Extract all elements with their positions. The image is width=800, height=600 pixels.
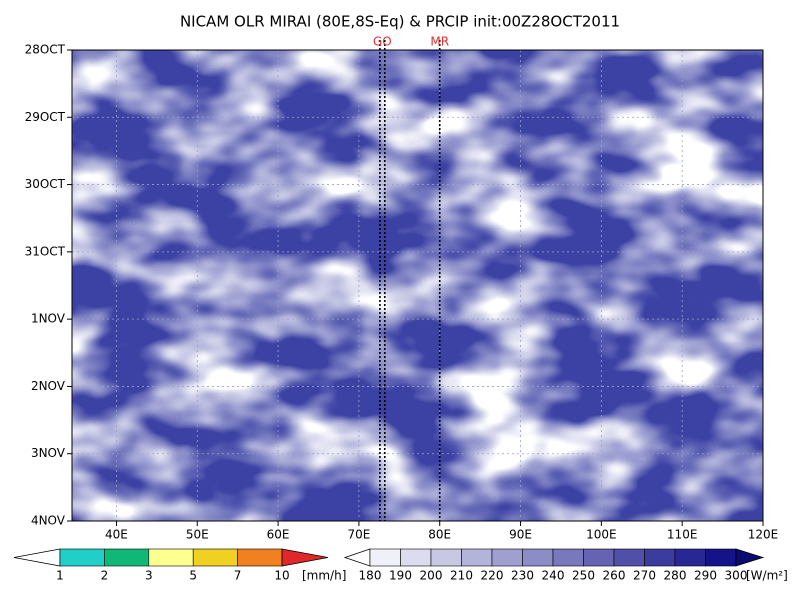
- colorbar-end: [281, 548, 329, 567]
- colorbar-label: 210: [450, 569, 473, 583]
- plot-frame: [71, 49, 764, 522]
- y-tick-label: 29OCT: [25, 110, 66, 124]
- y-tick-label: 31OCT: [25, 244, 66, 258]
- colorbar-label: 200: [420, 569, 443, 583]
- x-tick-label: 80E: [428, 528, 451, 542]
- colorbar-label: 240: [542, 569, 565, 583]
- x-tick-label: 60E: [267, 528, 290, 542]
- colorbar-box: [430, 548, 462, 567]
- x-tick-label: 100E: [586, 528, 617, 542]
- marker-label: GO: [373, 35, 392, 49]
- colorbar-box: [583, 548, 615, 567]
- y-tick-label: 1NOV: [31, 312, 66, 326]
- colorbar-box: [674, 548, 706, 567]
- colorbar-label: 250: [572, 569, 595, 583]
- colorbar-box: [522, 548, 554, 567]
- colorbar-label: 260: [603, 569, 626, 583]
- colorbar-box: [104, 548, 150, 567]
- colorbar-box: [644, 548, 676, 567]
- colorbar-end: [13, 548, 61, 567]
- colorbar-box: [148, 548, 194, 567]
- colorbar-box: [59, 548, 105, 567]
- colorbar-label: 280: [664, 569, 687, 583]
- y-tick-label: 28OCT: [25, 43, 66, 57]
- colorbar-box: [400, 548, 432, 567]
- y-tick-label: 3NOV: [31, 446, 66, 460]
- x-tick-label: 70E: [347, 528, 370, 542]
- colorbar-label: 5: [189, 569, 197, 583]
- colorbar-unit: [mm/h]: [302, 569, 346, 583]
- field: [72, 50, 763, 521]
- y-tick-label: 2NOV: [31, 379, 66, 393]
- chart-title: NICAM OLR MIRAI (80E,8S-Eq) & PRCIP init…: [180, 13, 620, 31]
- colorbar-label: 220: [481, 569, 504, 583]
- x-tick-label: 110E: [667, 528, 698, 542]
- y-tick-label: 30OCT: [25, 177, 66, 191]
- colorbar-label: 7: [234, 569, 242, 583]
- colorbar-label: 180: [359, 569, 382, 583]
- colorbar-label: 1: [56, 569, 64, 583]
- x-tick-label: 50E: [186, 528, 209, 542]
- colorbar-box: [552, 548, 584, 567]
- colorbar-box: [461, 548, 493, 567]
- colorbar-label: 10: [274, 569, 289, 583]
- colorbar-label: 3: [145, 569, 153, 583]
- colorbar-box: [705, 548, 737, 567]
- x-tick-label: 40E: [105, 528, 128, 542]
- x-tick-label: 120E: [748, 528, 779, 542]
- colorbar-box: [491, 548, 523, 567]
- y-tick-label: 4NOV: [31, 514, 66, 528]
- colorbar-label: 290: [694, 569, 717, 583]
- colorbar-box: [192, 548, 238, 567]
- marker-label: MR: [430, 35, 449, 49]
- colorbar-label: 300: [725, 569, 748, 583]
- colorbar-box: [613, 548, 645, 567]
- colorbar-label: 190: [389, 569, 412, 583]
- colorbar-label: 270: [633, 569, 656, 583]
- colorbar-box: [237, 548, 283, 567]
- x-tick-label: 90E: [509, 528, 532, 542]
- colorbar-end: [343, 548, 371, 567]
- colorbar-unit: [W/m²]: [746, 569, 788, 583]
- colorbar-label: 230: [511, 569, 534, 583]
- field-clouds: [72, 50, 763, 521]
- colorbar-label: 2: [101, 569, 109, 583]
- colorbar-end: [735, 548, 765, 567]
- colorbar-box: [369, 548, 401, 567]
